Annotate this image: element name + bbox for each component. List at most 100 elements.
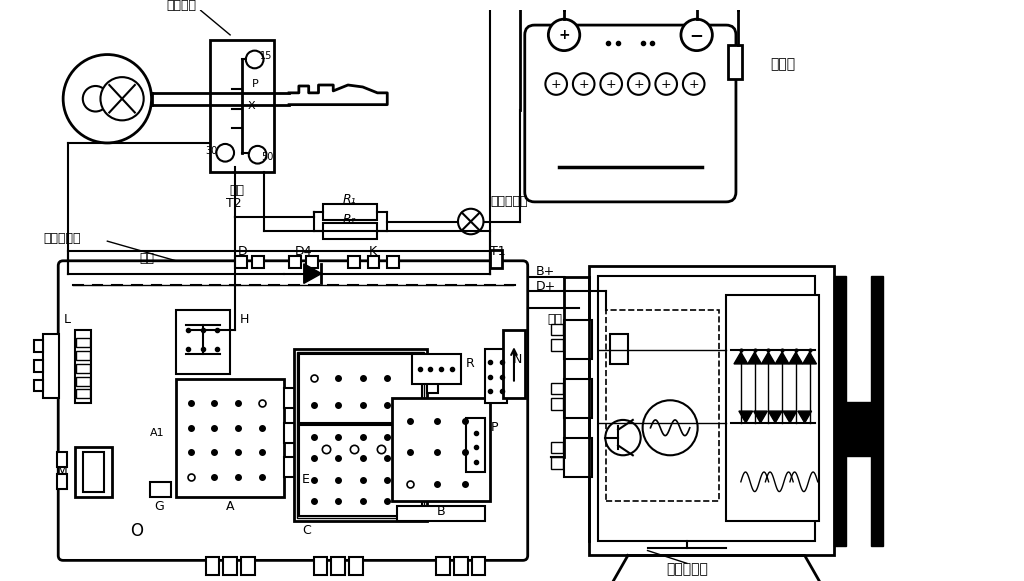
Bar (726, 295, 819, 521)
Text: G: G (155, 500, 164, 513)
Bar (76, 351, 90, 360)
Polygon shape (768, 411, 782, 423)
Text: +: + (688, 77, 699, 91)
Bar (503, 329, 524, 399)
Text: 蓝色: 蓝色 (139, 252, 155, 266)
Text: +: + (634, 77, 644, 91)
Circle shape (628, 73, 649, 95)
Text: H: H (240, 313, 249, 327)
Circle shape (600, 73, 622, 95)
Bar (313, 557, 328, 575)
FancyBboxPatch shape (58, 261, 527, 560)
Text: 蓄电池: 蓄电池 (770, 58, 796, 71)
Bar (76, 389, 90, 399)
Bar (436, 557, 451, 575)
Circle shape (643, 400, 697, 456)
Bar (589, 266, 835, 555)
Bar (76, 364, 90, 373)
Circle shape (100, 77, 143, 120)
Bar (324, 204, 378, 220)
Polygon shape (304, 264, 322, 284)
Bar (835, 275, 846, 546)
Bar (76, 376, 90, 386)
Text: +: + (579, 77, 589, 91)
Text: 15: 15 (260, 51, 272, 60)
Circle shape (572, 73, 595, 95)
Bar (846, 402, 871, 456)
Bar (397, 507, 485, 521)
Bar (294, 349, 427, 521)
Circle shape (605, 420, 641, 456)
Circle shape (683, 73, 705, 95)
Circle shape (546, 73, 567, 95)
Text: +: + (660, 77, 672, 91)
Circle shape (216, 144, 234, 162)
Circle shape (681, 19, 713, 51)
Text: O: O (130, 522, 143, 540)
Text: K: K (369, 245, 377, 259)
Text: 30: 30 (206, 146, 217, 156)
Text: 蓝色: 蓝色 (548, 313, 562, 327)
Bar (284, 457, 296, 477)
Bar (34, 360, 43, 372)
Polygon shape (798, 411, 812, 423)
Bar (75, 329, 91, 403)
Bar (176, 310, 230, 374)
Text: A: A (226, 500, 234, 513)
Bar (427, 416, 438, 447)
Bar (83, 453, 104, 492)
Bar (466, 418, 485, 472)
Text: −: − (690, 26, 703, 44)
Text: T1: T1 (490, 245, 506, 259)
Bar (34, 340, 43, 352)
Bar (57, 474, 67, 489)
Bar (348, 256, 359, 268)
Text: A1: A1 (150, 428, 164, 437)
Text: 黑色: 黑色 (229, 184, 245, 196)
Text: 50: 50 (261, 152, 273, 162)
Polygon shape (754, 411, 767, 423)
Bar (297, 352, 424, 518)
Bar (392, 399, 490, 501)
Polygon shape (803, 352, 816, 364)
Polygon shape (739, 411, 753, 423)
Bar (427, 470, 438, 501)
Bar (206, 557, 219, 575)
Text: D+: D+ (536, 280, 556, 293)
Bar (43, 335, 59, 399)
Bar (551, 399, 563, 410)
Bar (490, 250, 502, 268)
Text: N: N (513, 353, 522, 365)
Bar (871, 275, 884, 546)
Bar (606, 310, 719, 501)
Bar (289, 256, 301, 268)
Bar (34, 379, 43, 392)
Bar (387, 256, 399, 268)
FancyBboxPatch shape (524, 25, 736, 202)
Bar (551, 339, 563, 351)
Text: E: E (302, 474, 309, 486)
Bar (349, 557, 362, 575)
Text: T2: T2 (226, 198, 242, 210)
Text: R: R (466, 357, 474, 371)
Bar (551, 457, 563, 469)
Text: 中央配电盒: 中央配电盒 (43, 232, 81, 245)
Text: C: C (302, 525, 310, 537)
Bar (211, 40, 274, 173)
Bar (241, 557, 255, 575)
Bar (299, 354, 422, 423)
Text: +: + (558, 28, 570, 42)
Polygon shape (788, 352, 803, 364)
Bar (223, 557, 237, 575)
Polygon shape (734, 352, 748, 364)
Text: X: X (248, 101, 256, 110)
Bar (284, 389, 296, 408)
Polygon shape (783, 411, 797, 423)
Circle shape (83, 86, 109, 112)
Bar (332, 557, 345, 575)
Bar (551, 324, 563, 335)
Bar (57, 453, 67, 467)
Bar (472, 557, 485, 575)
Bar (564, 437, 592, 477)
Circle shape (246, 51, 263, 69)
